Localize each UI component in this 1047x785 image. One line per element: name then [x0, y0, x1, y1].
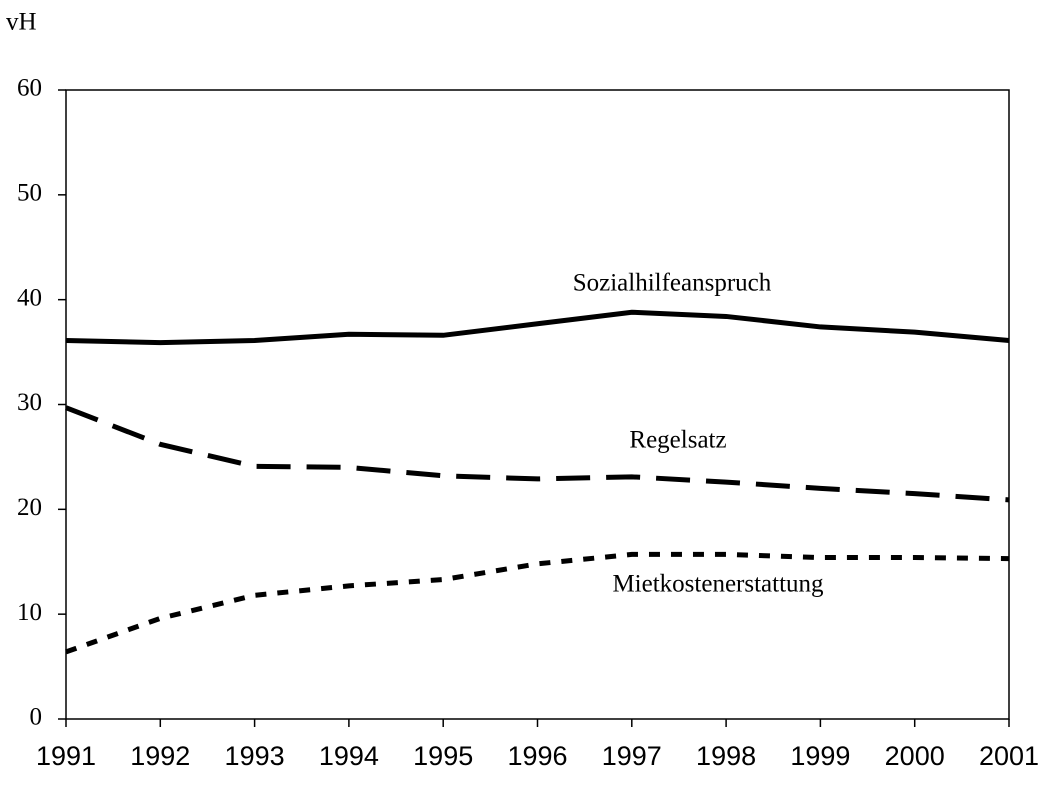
y-tick-label: 60 — [17, 75, 42, 102]
x-tick-label: 1999 — [790, 741, 850, 771]
x-tick-label: 1997 — [602, 741, 662, 771]
x-tick-label: 1994 — [319, 741, 379, 771]
x-tick-label: 1993 — [225, 741, 285, 771]
series-label: Sozialhilfeanspruch — [573, 270, 772, 297]
series-line — [65, 551, 1010, 655]
x-tick-label: 1996 — [507, 741, 567, 771]
y-tick-label: 10 — [17, 599, 42, 626]
y-tick-label: 50 — [17, 180, 42, 207]
x-tick-label: 1998 — [696, 741, 756, 771]
y-tick-label: 40 — [17, 284, 42, 311]
x-tick-label: 1991 — [36, 741, 96, 771]
y-axis-label: vH — [6, 9, 37, 36]
x-tick-label: 1995 — [413, 741, 473, 771]
y-tick-label: 20 — [17, 494, 42, 521]
series-line — [65, 405, 1010, 503]
series-line — [65, 309, 1010, 346]
plot-frame — [65, 89, 1010, 720]
x-tick-label: 2000 — [885, 741, 945, 771]
y-tick-label: 30 — [17, 389, 42, 416]
series-label: Mietkostenerstattung — [612, 571, 824, 598]
x-tick-label: 2001 — [979, 741, 1039, 771]
x-tick-label: 1992 — [130, 741, 190, 771]
series-label: Regelsatz — [629, 427, 726, 454]
y-tick-label: 0 — [30, 704, 43, 731]
